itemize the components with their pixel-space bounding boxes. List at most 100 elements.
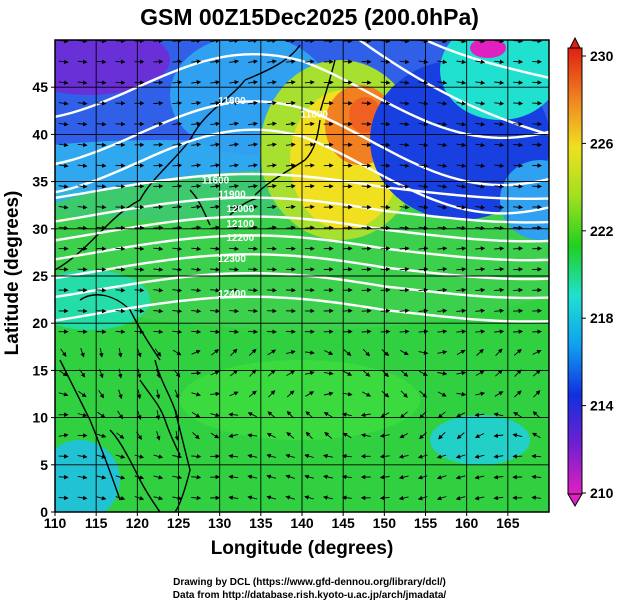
wind-arrow [191, 329, 202, 335]
wind-arrow [456, 246, 467, 251]
wind-arrow [475, 59, 486, 65]
wind-arrow [210, 329, 221, 335]
wind-arrow [210, 308, 221, 314]
wind-arrow [210, 267, 221, 272]
wind-arrow [248, 142, 258, 147]
x-tick-label: 125 [167, 515, 191, 531]
wind-arrow [134, 267, 145, 272]
wind-arrow [248, 100, 258, 106]
wind-arrow [172, 100, 183, 106]
wind-arrow [80, 348, 85, 358]
wind-arrow [229, 204, 239, 210]
wind-arrow [475, 184, 486, 189]
wind-arrow [77, 495, 88, 501]
wind-arrow [58, 225, 69, 231]
wind-arrow [98, 390, 105, 399]
wind-arrow [172, 163, 183, 168]
wind-arrow [494, 225, 505, 231]
wind-arrow [437, 308, 448, 314]
wind-arrow [494, 267, 505, 272]
wind-arrow [437, 267, 448, 272]
x-tick-label: 130 [208, 515, 232, 531]
wind-arrow [456, 204, 467, 210]
wind-arrow [191, 474, 202, 480]
wind-arrow [456, 163, 467, 168]
wind-arrow [399, 80, 410, 85]
wind-arrow [513, 329, 524, 334]
wind-arrow [399, 329, 410, 334]
wind-arrow [399, 225, 410, 231]
wind-arrow [324, 431, 333, 439]
wind-arrow [172, 495, 183, 501]
wind-arrow [493, 433, 504, 438]
wind-arrow [285, 474, 295, 479]
colorbar-labels: 210 214 218 222 226 230 [582, 48, 614, 501]
wind-arrow [154, 348, 162, 357]
wind-arrow [153, 267, 164, 272]
wind-arrow [96, 80, 107, 85]
wind-arrow [58, 184, 69, 189]
colorbar-bottom-arrow [567, 493, 583, 507]
wind-arrow [191, 163, 202, 168]
wind-arrow [267, 225, 277, 231]
wind-arrow [96, 495, 107, 501]
wind-arrow [456, 308, 467, 314]
wind-arrow [77, 204, 88, 210]
wind-arrow [191, 454, 202, 459]
wind-arrow [418, 184, 429, 189]
wind-arrow [210, 246, 221, 251]
wind-arrow [59, 370, 68, 377]
wind-arrow [323, 495, 333, 500]
wind-arrow [400, 390, 408, 398]
colorbar: 210 214 218 222 226 230 [567, 36, 614, 507]
wind-arrow [514, 390, 522, 398]
wind-arrow [285, 100, 296, 106]
wind-arrow [361, 267, 372, 272]
wind-arrow [436, 475, 447, 480]
wind-arrow [248, 329, 258, 335]
wind-arrow [456, 267, 467, 272]
wind-arrow [304, 100, 315, 106]
lat-lon-grid [55, 40, 549, 512]
wind-arrow [266, 474, 277, 479]
wind-arrow [361, 101, 372, 106]
wind-arrow [437, 329, 448, 334]
wind-arrow [115, 475, 126, 480]
wind-arrow [172, 454, 183, 459]
wind-arrow [304, 163, 315, 168]
wind-arrow [58, 59, 69, 65]
wind-arrow [494, 121, 505, 127]
wind-arrow [417, 475, 428, 480]
wind-arrow [418, 204, 429, 210]
wind-arrow [437, 163, 448, 168]
wind-arrow [493, 454, 504, 459]
wind-arrow [174, 431, 180, 441]
wind-arrow [115, 495, 126, 501]
wind-arrow [58, 204, 69, 210]
x-axis-title: Longitude (degrees) [210, 538, 394, 559]
wind-arrow [513, 142, 524, 148]
wind-arrow [474, 475, 485, 480]
wind-arrow [380, 59, 391, 65]
wind-arrow [495, 369, 503, 377]
wind-arrow [417, 495, 428, 501]
wind-arrow [210, 370, 220, 376]
wind-arrow [153, 454, 164, 459]
wind-arrow [115, 308, 126, 314]
wind-arrow [99, 347, 104, 358]
wind-arrow [456, 101, 467, 106]
coastlines [55, 44, 336, 512]
wind-arrow [304, 225, 315, 231]
wind-arrow [115, 454, 126, 459]
wind-arrow [156, 431, 161, 441]
wind-arrow [494, 142, 505, 148]
wind-arrow [267, 142, 277, 147]
wind-arrow [229, 267, 239, 272]
wind-arrow [400, 369, 409, 377]
wind-arrow [323, 474, 333, 480]
wind-arrow [398, 475, 409, 480]
wind-arrow [456, 370, 467, 376]
wind-arrow [494, 246, 505, 251]
